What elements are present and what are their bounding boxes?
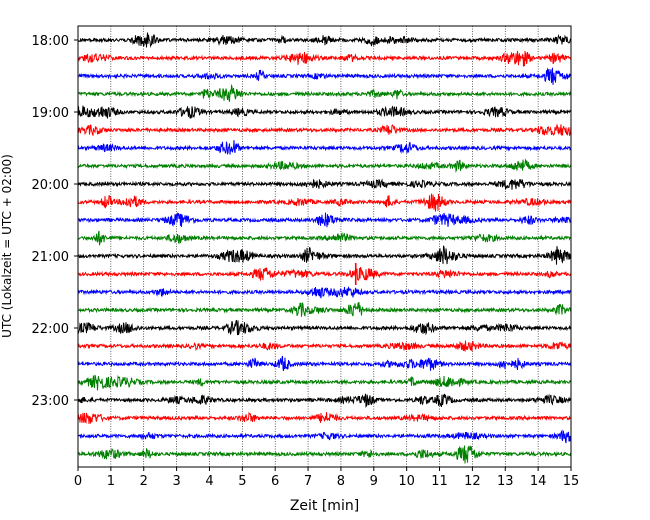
x-tick-label: 14 — [530, 474, 547, 489]
seismic-trace — [77, 32, 572, 49]
x-tick-label: 12 — [464, 474, 481, 489]
x-axis-label: Zeit [min] — [290, 498, 359, 514]
x-tick-label: 10 — [398, 474, 415, 489]
seismic-trace — [77, 445, 572, 464]
x-tick-label: 11 — [431, 474, 448, 489]
x-tick-label: 3 — [172, 474, 180, 489]
seismic-trace — [77, 285, 572, 299]
plot-frame — [77, 25, 572, 468]
seismic-trace — [77, 393, 572, 409]
x-tick-label: 9 — [370, 474, 378, 489]
seismic-trace — [77, 158, 572, 173]
x-tick-label: 2 — [140, 474, 148, 489]
seismic-trace — [77, 140, 572, 155]
seismic-trace — [77, 355, 572, 371]
seismic-trace — [77, 374, 572, 391]
seismic-trace — [77, 67, 572, 85]
y-tick-label: 18:00 — [32, 34, 69, 49]
y-axis-label: UTC (Lokalzeit = UTC + 02:00) — [0, 154, 14, 338]
x-tick-label: 6 — [271, 474, 279, 489]
y-tick-label: 19:00 — [32, 106, 69, 121]
x-tick-label: 5 — [238, 474, 246, 489]
seismic-trace — [77, 245, 572, 265]
seismic-trace — [77, 429, 572, 444]
x-axis-ticks: 0 1 2 3 4 5 6 7 8 9 10 11 12 13 14 15 — [74, 467, 579, 489]
seismic-trace — [77, 266, 572, 281]
y-tick-label: 23:00 — [32, 394, 69, 409]
x-tick-label: 1 — [107, 474, 115, 489]
x-tick-label: 15 — [563, 474, 580, 489]
seismic-trace — [77, 230, 572, 246]
x-tick-label: 13 — [497, 474, 514, 489]
x-tick-label: 4 — [205, 474, 213, 489]
grid-lines — [110, 26, 539, 467]
seismic-trace — [77, 302, 572, 317]
x-tick-label: 0 — [74, 474, 82, 489]
x-tick-label: 7 — [304, 474, 312, 489]
seismic-trace — [77, 319, 572, 336]
seismic-trace — [77, 193, 572, 212]
seismic-trace — [77, 212, 572, 228]
x-tick-label: 8 — [337, 474, 345, 489]
y-axis-ticks: 18:00 19:00 20:00 21:00 22:00 23:00 — [32, 34, 78, 409]
seismic-trace — [77, 411, 572, 424]
seismic-trace — [77, 83, 572, 102]
seismic-trace — [77, 105, 572, 119]
y-tick-label: 22:00 — [32, 322, 69, 337]
seismic-trace — [77, 123, 572, 137]
y-tick-label: 20:00 — [32, 178, 69, 193]
seismic-trace — [77, 50, 572, 67]
y-tick-label: 21:00 — [32, 250, 69, 265]
seismic-traces — [77, 32, 572, 464]
seismic-trace — [77, 340, 572, 353]
seismic-trace — [77, 178, 572, 191]
